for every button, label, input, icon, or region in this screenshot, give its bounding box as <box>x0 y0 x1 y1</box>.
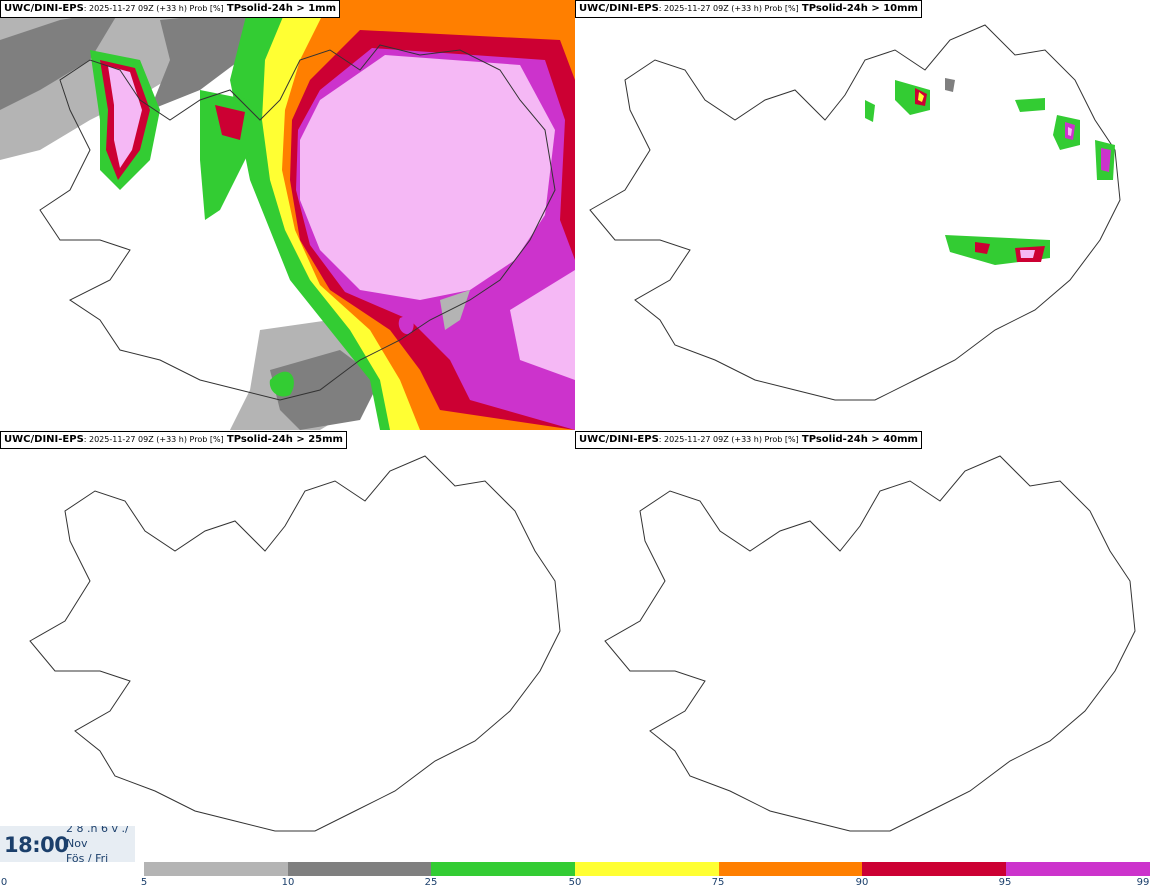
model-name: UWC/DINI-EPS <box>579 434 659 445</box>
legend-tick: 90 <box>855 877 869 888</box>
iceland-outline-25mm <box>29 455 561 832</box>
valid-time-box: 18:00 2 8 .n 6 v ./ Nov Fös / Fri <box>0 826 135 862</box>
legend-swatch <box>575 862 719 876</box>
map-panel-1mm: UWC/DINI-EPS: 2025-11-27 09Z (+33 h) Pro… <box>0 0 575 430</box>
probability-field-10mm <box>589 24 1121 401</box>
run-info: : 2025-11-27 09Z (+33 h) Prob [%] <box>658 435 799 444</box>
parameter-label: TPsolid-24h > 40mm <box>801 434 918 445</box>
probability-field-1mm <box>0 0 575 430</box>
legend-swatch <box>719 862 862 876</box>
legend-swatch <box>1006 862 1150 876</box>
legend-tick: 25 <box>424 877 438 888</box>
model-name: UWC/DINI-EPS <box>4 3 84 14</box>
valid-date: 2 8 .n 6 v ./ <box>66 826 129 835</box>
run-info: : 2025-11-27 09Z (+33 h) Prob [%] <box>658 4 799 13</box>
model-name: UWC/DINI-EPS <box>579 3 659 14</box>
panel-title: UWC/DINI-EPS: 2025-11-27 09Z (+33 h) Pro… <box>575 431 922 449</box>
legend-tick: 50 <box>568 877 582 888</box>
legend-tick: 95 <box>998 877 1012 888</box>
panel-title: UWC/DINI-EPS: 2025-11-27 09Z (+33 h) Pro… <box>0 0 341 18</box>
panel-title: UWC/DINI-EPS: 2025-11-27 09Z (+33 h) Pro… <box>0 431 347 449</box>
run-info: : 2025-11-27 09Z (+33 h) Prob [%] <box>83 4 224 13</box>
map-panel-10mm: UWC/DINI-EPS: 2025-11-27 09Z (+33 h) Pro… <box>575 0 1150 430</box>
legend-tick: 75 <box>711 877 725 888</box>
parameter-label: TPsolid-24h > 10mm <box>801 3 918 14</box>
legend-swatch <box>862 862 1006 876</box>
parameter-label: TPsolid-24h > 25mm <box>226 434 343 445</box>
legend-tick: 5 <box>140 877 148 888</box>
valid-weekday: Fös / Fri <box>66 852 109 862</box>
legend-tick: 0 <box>0 877 8 888</box>
panel-title: UWC/DINI-EPS: 2025-11-27 09Z (+33 h) Pro… <box>575 0 922 18</box>
legend-swatch <box>144 862 288 876</box>
iceland-outline-40mm <box>604 455 1136 832</box>
legend-swatch <box>288 862 431 876</box>
parameter-label: TPsolid-24h > 1mm <box>226 3 337 14</box>
valid-time: 18:00 <box>4 833 69 857</box>
map-panel-40mm: UWC/DINI-EPS: 2025-11-27 09Z (+33 h) Pro… <box>575 431 1150 861</box>
model-name: UWC/DINI-EPS <box>4 434 84 445</box>
legend-tick: 10 <box>281 877 295 888</box>
valid-month: Nov <box>66 837 88 850</box>
legend-tick: 99 <box>1136 877 1150 888</box>
probability-legend <box>144 862 1150 876</box>
map-panel-25mm: UWC/DINI-EPS: 2025-11-27 09Z (+33 h) Pro… <box>0 431 575 861</box>
run-info: : 2025-11-27 09Z (+33 h) Prob [%] <box>83 435 224 444</box>
legend-swatch <box>431 862 575 876</box>
